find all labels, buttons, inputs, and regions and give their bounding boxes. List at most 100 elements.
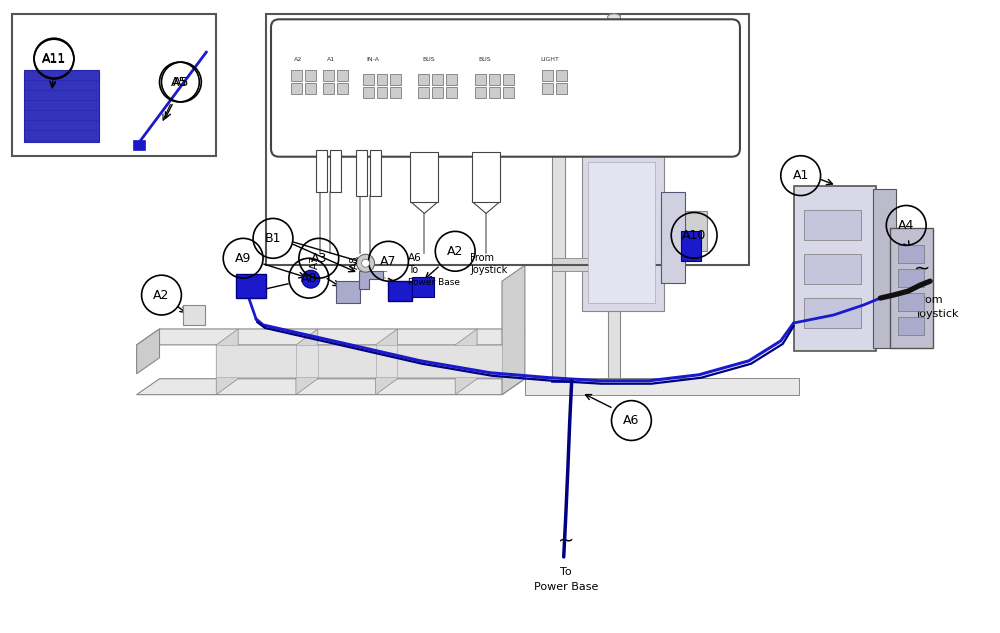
Polygon shape <box>552 258 620 271</box>
Polygon shape <box>608 15 620 380</box>
Bar <box>377 74 387 85</box>
Text: A6: A6 <box>408 253 422 263</box>
Text: IN-A: IN-A <box>366 57 379 62</box>
Bar <box>291 83 302 94</box>
Bar <box>898 246 924 263</box>
Bar <box>291 70 302 81</box>
Text: To: To <box>408 265 419 275</box>
Bar <box>898 293 924 311</box>
Bar <box>804 210 861 241</box>
Text: A2: A2 <box>294 57 302 62</box>
Text: A1: A1 <box>792 169 809 182</box>
Polygon shape <box>137 329 525 345</box>
Bar <box>432 74 443 85</box>
Text: Joystick: Joystick <box>916 309 959 319</box>
Bar <box>432 87 443 98</box>
Bar <box>681 232 701 261</box>
Bar <box>305 70 316 81</box>
Text: ∼: ∼ <box>914 259 931 278</box>
Bar <box>418 74 429 85</box>
Polygon shape <box>296 329 318 394</box>
Bar <box>418 87 429 98</box>
Bar <box>377 87 387 98</box>
Text: BUS: BUS <box>479 57 491 62</box>
Bar <box>323 83 334 94</box>
Bar <box>542 83 553 94</box>
Text: A6: A6 <box>623 414 640 427</box>
Bar <box>472 152 500 201</box>
Bar <box>266 15 749 265</box>
Text: A3: A3 <box>311 252 327 265</box>
Bar <box>475 74 486 85</box>
Text: LIGHT: LIGHT <box>540 57 559 62</box>
Text: From: From <box>916 295 944 305</box>
Text: A8: A8 <box>301 272 317 285</box>
Text: Power Base: Power Base <box>408 278 460 287</box>
Polygon shape <box>873 189 896 348</box>
Bar <box>412 277 434 297</box>
Text: Joystick: Joystick <box>470 265 507 275</box>
Polygon shape <box>410 201 438 213</box>
Text: A1: A1 <box>327 57 335 62</box>
Bar <box>446 87 457 98</box>
Bar <box>337 83 348 94</box>
Text: BUS: BUS <box>422 57 435 62</box>
Text: A11: A11 <box>42 53 66 66</box>
Polygon shape <box>472 201 500 213</box>
Polygon shape <box>525 378 799 394</box>
Bar <box>316 150 327 192</box>
Text: A11: A11 <box>42 52 66 65</box>
Text: A8: A8 <box>350 255 360 269</box>
Bar <box>661 192 685 283</box>
Circle shape <box>357 254 375 272</box>
Bar <box>475 87 486 98</box>
Polygon shape <box>582 149 664 311</box>
Bar <box>556 83 567 94</box>
Text: A9: A9 <box>235 252 251 265</box>
Bar <box>330 150 341 192</box>
Polygon shape <box>359 271 383 289</box>
Bar <box>489 74 500 85</box>
Bar <box>410 152 438 201</box>
Text: B1: B1 <box>265 232 281 245</box>
Polygon shape <box>794 185 876 351</box>
Circle shape <box>302 270 320 288</box>
Text: A5: A5 <box>173 75 190 89</box>
Polygon shape <box>216 329 238 394</box>
Bar <box>390 87 401 98</box>
Bar <box>390 74 401 85</box>
Polygon shape <box>890 229 933 348</box>
Polygon shape <box>137 379 525 394</box>
Bar <box>588 161 655 303</box>
Polygon shape <box>216 345 502 377</box>
Bar <box>236 274 266 298</box>
Bar <box>133 140 145 150</box>
Polygon shape <box>137 329 160 373</box>
Ellipse shape <box>552 76 565 82</box>
Bar <box>503 87 514 98</box>
Bar <box>336 281 360 303</box>
Polygon shape <box>502 265 525 394</box>
Bar <box>804 298 861 328</box>
Text: A7: A7 <box>310 255 320 269</box>
Bar <box>24 70 99 142</box>
Text: A2: A2 <box>153 289 170 301</box>
Text: A4: A4 <box>898 219 914 232</box>
Bar <box>804 254 861 284</box>
Bar <box>305 83 316 94</box>
Text: Power Base: Power Base <box>534 582 598 592</box>
Polygon shape <box>455 329 477 394</box>
Bar <box>363 74 374 85</box>
Text: To: To <box>560 567 572 577</box>
Bar <box>183 305 205 325</box>
Polygon shape <box>376 329 397 394</box>
Bar <box>12 15 216 156</box>
Ellipse shape <box>608 14 620 21</box>
Bar <box>337 70 348 81</box>
Bar <box>542 70 553 81</box>
Bar <box>898 269 924 287</box>
Circle shape <box>362 260 370 267</box>
Bar <box>363 87 374 98</box>
Text: ∼: ∼ <box>558 531 574 550</box>
Bar <box>388 281 412 301</box>
